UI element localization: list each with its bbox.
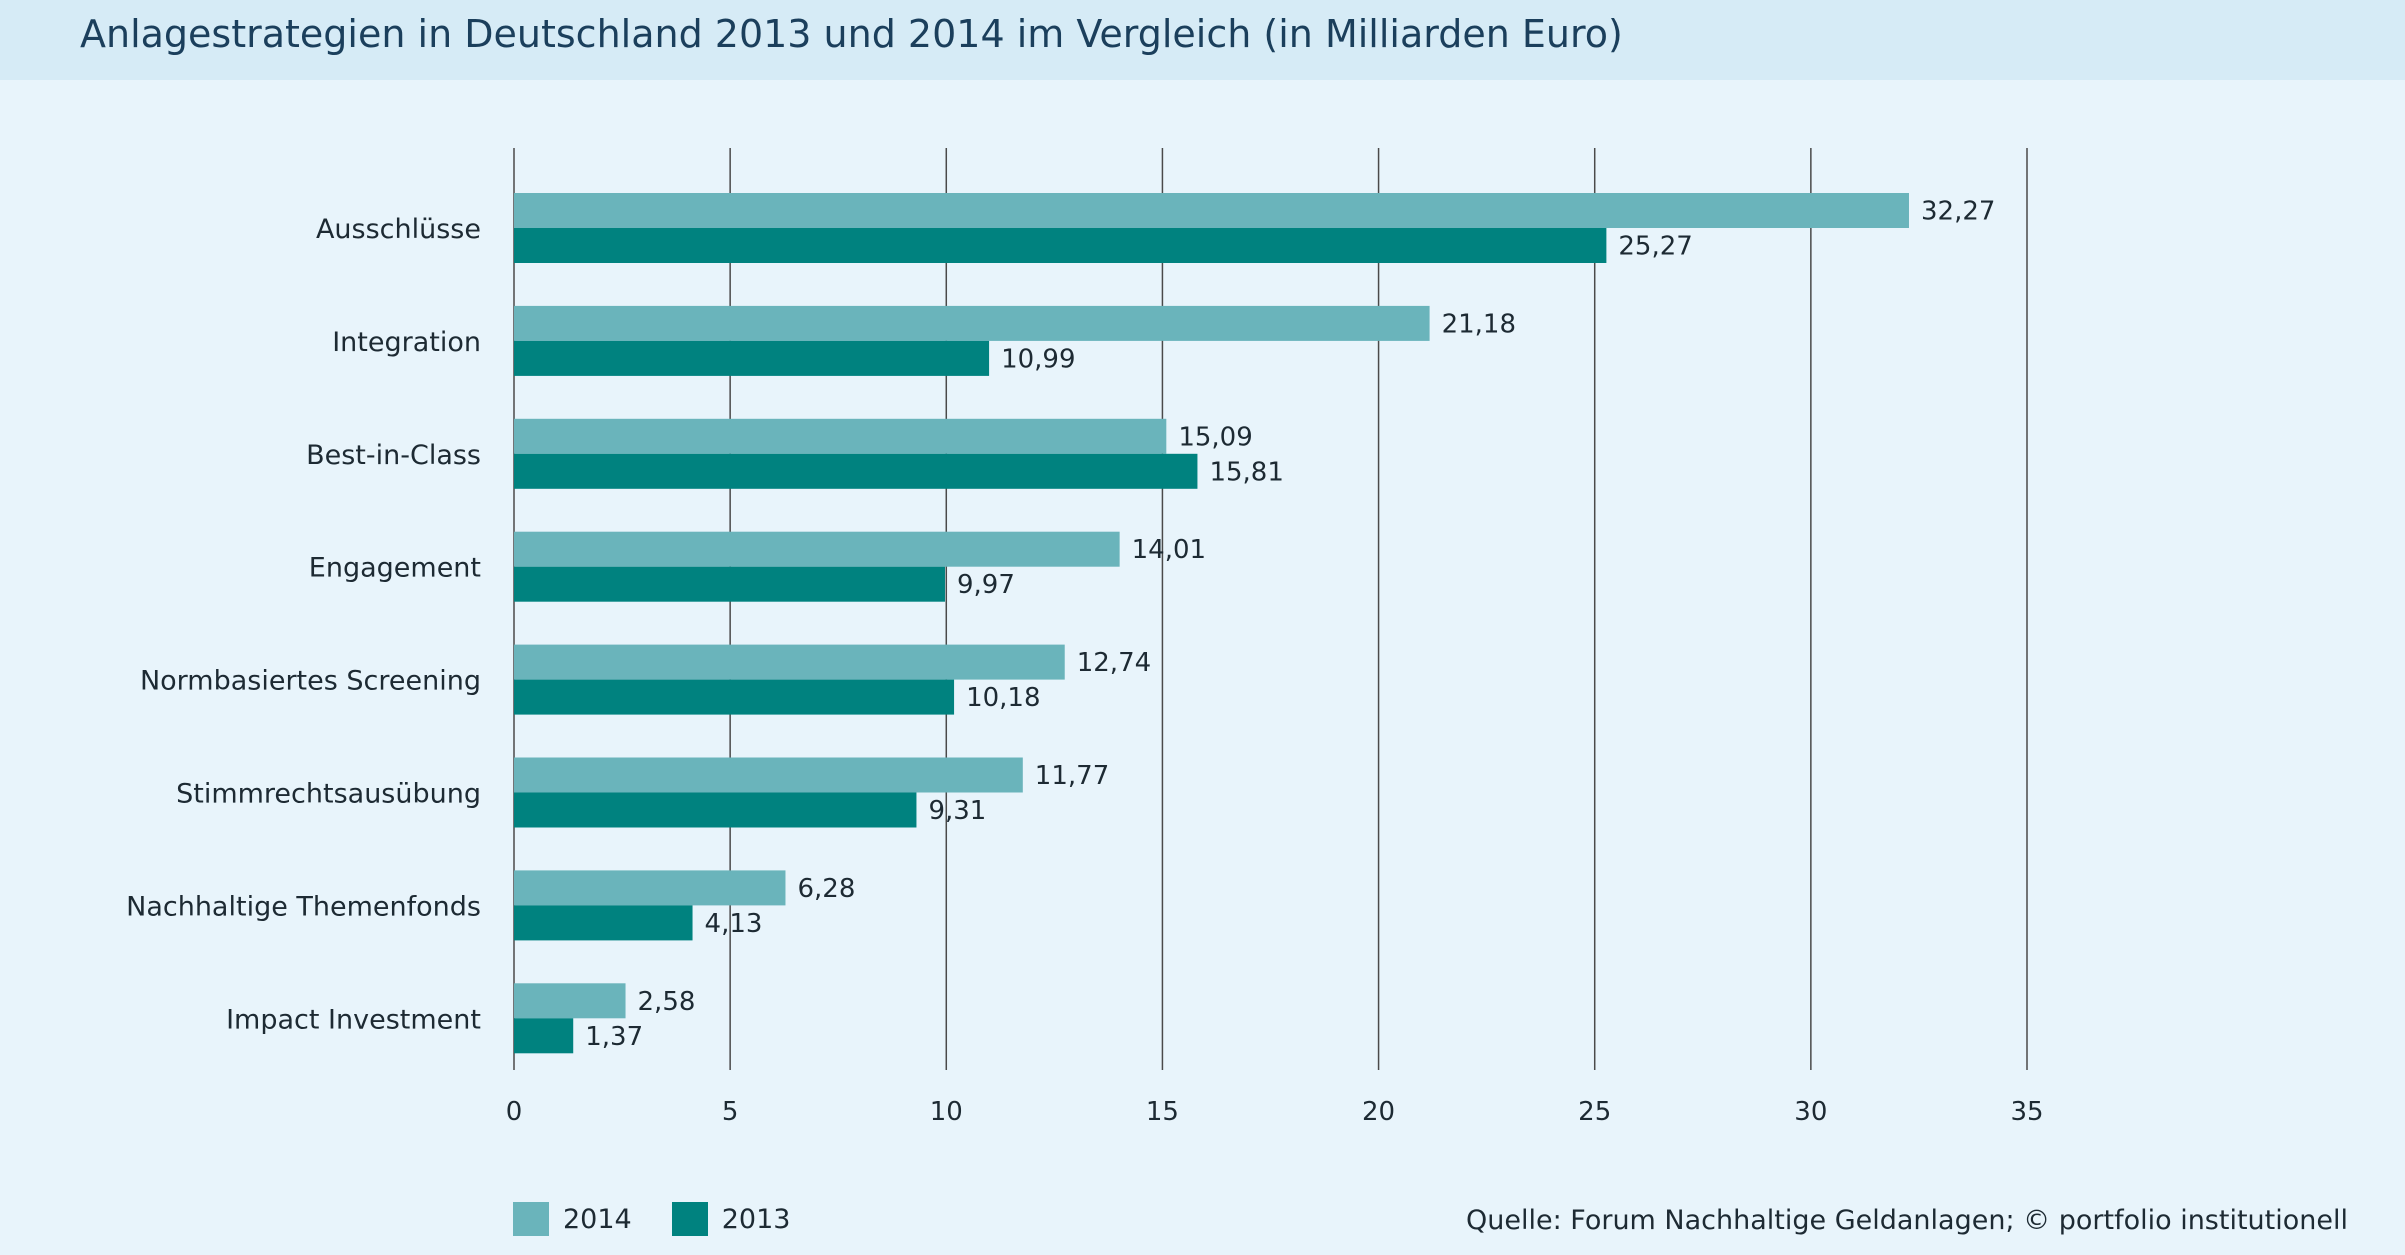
legend-label-2014: 2014 bbox=[563, 1203, 632, 1235]
data-label-2014: 32,27 bbox=[1921, 197, 1995, 227]
legend-swatch-2013 bbox=[671, 1202, 708, 1236]
category-label: Normbasiertes Screening bbox=[140, 666, 481, 697]
chart-title: Anlagestrategien in Deutschland 2013 und… bbox=[80, 12, 1623, 56]
bar-2013 bbox=[514, 792, 917, 828]
data-label-2014: 6,28 bbox=[797, 874, 855, 904]
x-tick-label: 10 bbox=[930, 1097, 963, 1127]
source-note: Quelle: Forum Nachhaltige Geldanlagen; ©… bbox=[1465, 1205, 2348, 1236]
data-label-2013: 25,27 bbox=[1618, 232, 1692, 262]
legend-swatch-2014 bbox=[513, 1202, 549, 1236]
data-label-2013: 9,97 bbox=[957, 570, 1015, 600]
x-tick-label: 25 bbox=[1578, 1097, 1611, 1127]
category-label: Engagement bbox=[309, 553, 481, 584]
bar-2014 bbox=[514, 983, 626, 1019]
category-label: Impact Investment bbox=[226, 1004, 481, 1035]
category-label: Best-in-Class bbox=[306, 440, 481, 471]
data-label-2014: 12,74 bbox=[1077, 648, 1151, 678]
bar-2013 bbox=[514, 340, 990, 376]
bar-2013 bbox=[514, 228, 1607, 263]
data-label-2014: 14,01 bbox=[1132, 535, 1206, 565]
x-tick-label: 15 bbox=[1146, 1097, 1179, 1127]
x-tick-label: 5 bbox=[722, 1097, 739, 1127]
data-label-2013: 9,31 bbox=[928, 796, 986, 826]
bar-2014 bbox=[514, 531, 1120, 567]
data-label-2013: 1,37 bbox=[585, 1022, 643, 1052]
data-label-2014: 21,18 bbox=[1442, 309, 1516, 339]
bar-2014 bbox=[514, 757, 1023, 793]
bar-2013 bbox=[514, 566, 945, 602]
bar-2014 bbox=[514, 870, 786, 906]
bar-2014 bbox=[514, 305, 1430, 341]
data-label-2013: 15,81 bbox=[1209, 457, 1283, 487]
bar-2013 bbox=[514, 1018, 574, 1054]
data-label-2014: 2,58 bbox=[638, 987, 696, 1017]
bar-2014 bbox=[514, 644, 1065, 680]
legend: 2014 2013 bbox=[513, 1202, 830, 1236]
bar-2013 bbox=[514, 453, 1198, 489]
legend-item-2014: 2014 bbox=[513, 1202, 632, 1236]
legend-item-2013: 2013 bbox=[671, 1202, 791, 1236]
data-label-2013: 4,13 bbox=[705, 909, 763, 939]
x-tick-label: 35 bbox=[2010, 1097, 2043, 1127]
data-label-2014: 11,77 bbox=[1035, 761, 1109, 791]
x-tick-label: 0 bbox=[506, 1097, 523, 1127]
bar-2013 bbox=[514, 679, 955, 715]
data-label-2013: 10,99 bbox=[1001, 344, 1075, 374]
bar-2014 bbox=[514, 418, 1167, 454]
x-tick-label: 30 bbox=[1794, 1097, 1827, 1127]
category-label: Stimmrechtsausübung bbox=[176, 779, 481, 810]
category-label: Ausschlüsse bbox=[316, 214, 481, 245]
x-tick-label: 20 bbox=[1362, 1097, 1395, 1127]
bar-2014 bbox=[514, 193, 1909, 228]
title-bar: Anlagestrategien in Deutschland 2013 und… bbox=[0, 0, 2405, 80]
data-label-2013: 10,18 bbox=[966, 683, 1040, 713]
bar-2013 bbox=[514, 905, 693, 941]
category-label: Nachhaltige Themenfonds bbox=[126, 891, 481, 922]
category-label: Integration bbox=[332, 327, 481, 358]
legend-label-2013: 2013 bbox=[721, 1203, 791, 1235]
data-label-2014: 15,09 bbox=[1178, 422, 1252, 452]
